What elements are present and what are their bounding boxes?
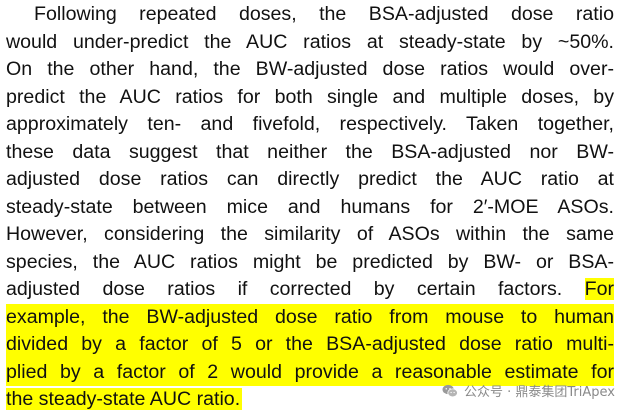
watermark-text: 公众号 · 鼎泰集团TriApex [464,385,615,400]
watermark: 公众号 · 鼎泰集团TriApex [441,381,615,400]
text-line: would under-predict the AUC ratios at st… [6,30,614,53]
highlighted-text: For [584,278,614,300]
highlighted-line: example, the BW-adjusted dose ratio from… [6,303,614,331]
text-line: adjusted dose ratios can directly predic… [6,168,614,190]
highlighted-text: the steady-state AUC ratio. [6,388,243,410]
highlighted-line: plied by a factor of 2 would provide a r… [6,358,614,386]
text-line: species, the AUC ratios might be predict… [6,250,614,273]
highlighted-line-last: the steady-state AUC ratio. [6,386,614,414]
text-line: adjusted dose ratios if corrected by cer… [6,276,614,304]
text-line-segment: adjusted dose ratios if corrected by cer… [6,278,563,300]
highlighted-line: divided by a factor of 5 or the BSA-adju… [6,331,614,359]
text-line: Following repeated doses, the BSA-adjust… [34,3,614,25]
body-paragraph: Following repeated doses, the BSA-adjust… [6,1,614,414]
text-line: steady-state between mice and humans for… [6,195,614,218]
text-line: approximately ten- and fivefold, respect… [6,113,614,135]
text-line: However, considering the similarity of A… [6,223,614,245]
text-line: predict the AUC ratios for both single a… [6,85,614,108]
wechat-icon [442,384,458,397]
text-line: On the other hand, the BW-adjusted dose … [6,58,614,80]
text-line: these data suggest that neither the BSA-… [6,140,614,163]
